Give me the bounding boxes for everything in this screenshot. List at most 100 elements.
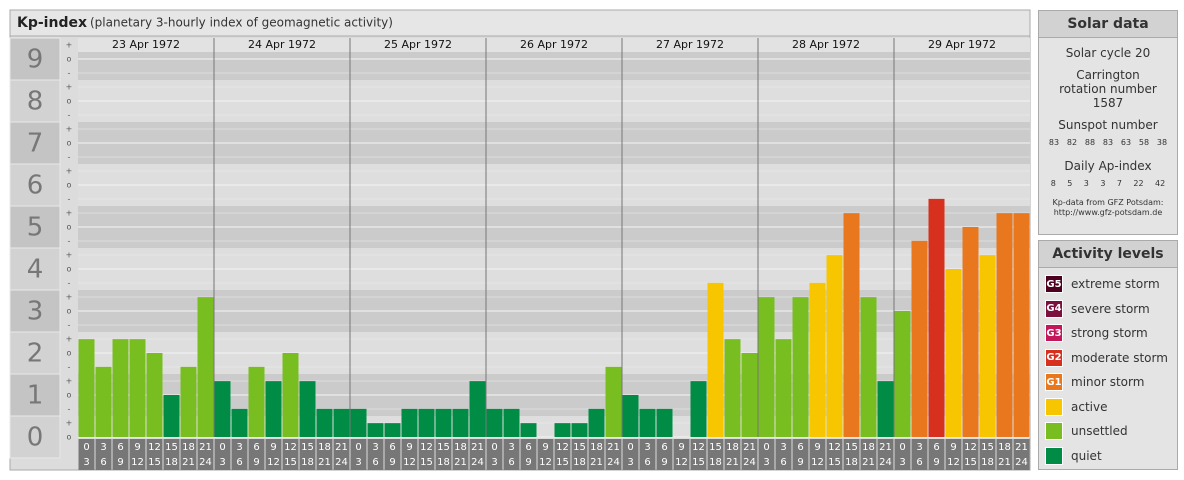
hour-end: 15: [556, 457, 569, 468]
hour-end: 24: [471, 457, 484, 468]
title-bar: [9, 9, 1031, 37]
hour-end: 3: [763, 457, 769, 468]
hour-box: [588, 439, 605, 470]
hour-start: 6: [117, 442, 123, 453]
hour-box: [724, 439, 741, 470]
hour-end: 9: [117, 457, 123, 468]
hour-start: 18: [862, 442, 875, 453]
hour-end: 21: [318, 457, 331, 468]
hour-box: [112, 439, 129, 470]
hour-start: 15: [709, 442, 722, 453]
bar: [129, 339, 146, 437]
hour-box: [231, 439, 248, 470]
bar: [928, 198, 945, 437]
y-tick-label: 3: [27, 297, 44, 327]
hour-end: 24: [199, 457, 212, 468]
y-sub-label: -: [68, 69, 71, 78]
hour-start: 9: [406, 442, 412, 453]
y-sub-label: +: [66, 335, 73, 344]
hour-end: 18: [165, 457, 178, 468]
hour-box: [843, 439, 860, 470]
hour-start: 6: [525, 442, 531, 453]
legend-label: quiet: [1071, 448, 1102, 463]
hour-end: 18: [437, 457, 450, 468]
legend-item: G5 extreme storm: [1039, 272, 1177, 297]
hour-box: [809, 439, 826, 470]
sunspot-value: 83: [1048, 138, 1060, 147]
hour-start: 0: [627, 442, 633, 453]
legend-item: G4 severe storm: [1039, 297, 1177, 322]
hour-end: 6: [100, 457, 106, 468]
hour-start: 21: [1015, 442, 1028, 453]
source-url: http://www.gfz-potsdam.de: [1053, 208, 1163, 217]
legend-title: Activity levels: [1039, 241, 1177, 268]
bar: [945, 269, 962, 437]
bar: [384, 423, 401, 437]
day-label: 28 Apr 1972: [792, 38, 860, 51]
hour-start: 6: [253, 442, 259, 453]
bar: [231, 408, 248, 437]
y-sub-label: +: [66, 293, 73, 302]
legend-item: quiet: [1039, 444, 1177, 469]
hour-end: 3: [355, 457, 361, 468]
y-tick-label: 8: [27, 87, 44, 117]
y-sub-label: -: [68, 363, 71, 372]
hour-end: 12: [811, 457, 824, 468]
hour-start: 9: [270, 442, 276, 453]
hour-box: [707, 439, 724, 470]
y-tick-label: 5: [27, 213, 44, 243]
legend-label: strong storm: [1071, 326, 1148, 341]
hour-end: 15: [284, 457, 297, 468]
bar: [418, 408, 435, 437]
ap-value: 3: [1083, 179, 1089, 188]
y-sub-label: o: [67, 55, 72, 64]
bar: [860, 297, 877, 437]
carrington: Carrington rotation number 1587: [1059, 68, 1157, 110]
hour-box: [554, 439, 571, 470]
y-sub-label: +: [66, 377, 73, 386]
hour-box: [316, 439, 333, 470]
y-tick-label: 0: [27, 423, 44, 453]
hour-end: 9: [525, 457, 531, 468]
legend-swatch: G1: [1045, 373, 1063, 392]
hour-end: 15: [964, 457, 977, 468]
solar-cycle: Solar cycle 20: [1065, 46, 1151, 60]
hour-start: 18: [318, 442, 331, 453]
legend-label: active: [1071, 399, 1108, 414]
hour-start: 15: [981, 442, 994, 453]
hour-start: 12: [828, 442, 841, 453]
hour-end: 9: [389, 457, 395, 468]
hour-start: 12: [148, 442, 161, 453]
bar: [469, 381, 486, 437]
hour-start: 3: [236, 442, 242, 453]
hour-box: [214, 439, 231, 470]
hour-box: [129, 439, 146, 470]
bar: [911, 240, 928, 437]
hour-box: [775, 439, 792, 470]
hour-start: 18: [182, 442, 195, 453]
hour-start: 0: [219, 442, 225, 453]
hour-box: [197, 439, 214, 470]
legend-label: severe storm: [1071, 301, 1150, 316]
hour-box: [605, 439, 622, 470]
hour-end: 6: [644, 457, 650, 468]
y-sub-label: -: [68, 279, 71, 288]
hour-start: 0: [83, 442, 89, 453]
y-sub-label: o: [67, 223, 72, 232]
hour-end: 18: [709, 457, 722, 468]
hour-end: 18: [981, 457, 994, 468]
hour-start: 9: [542, 442, 548, 453]
y-tick-label: 6: [27, 171, 44, 201]
legend-swatch: [1045, 422, 1063, 441]
bar: [707, 282, 724, 437]
legend-swatch: G4: [1045, 299, 1063, 318]
hour-start: 15: [845, 442, 858, 453]
hour-start: 6: [797, 442, 803, 453]
hour-end: 12: [131, 457, 144, 468]
hour-box: [95, 439, 112, 470]
day-label: 23 Apr 1972: [112, 38, 180, 51]
hour-box: [520, 439, 537, 470]
day-header: [78, 38, 1030, 52]
hour-start: 9: [950, 442, 956, 453]
